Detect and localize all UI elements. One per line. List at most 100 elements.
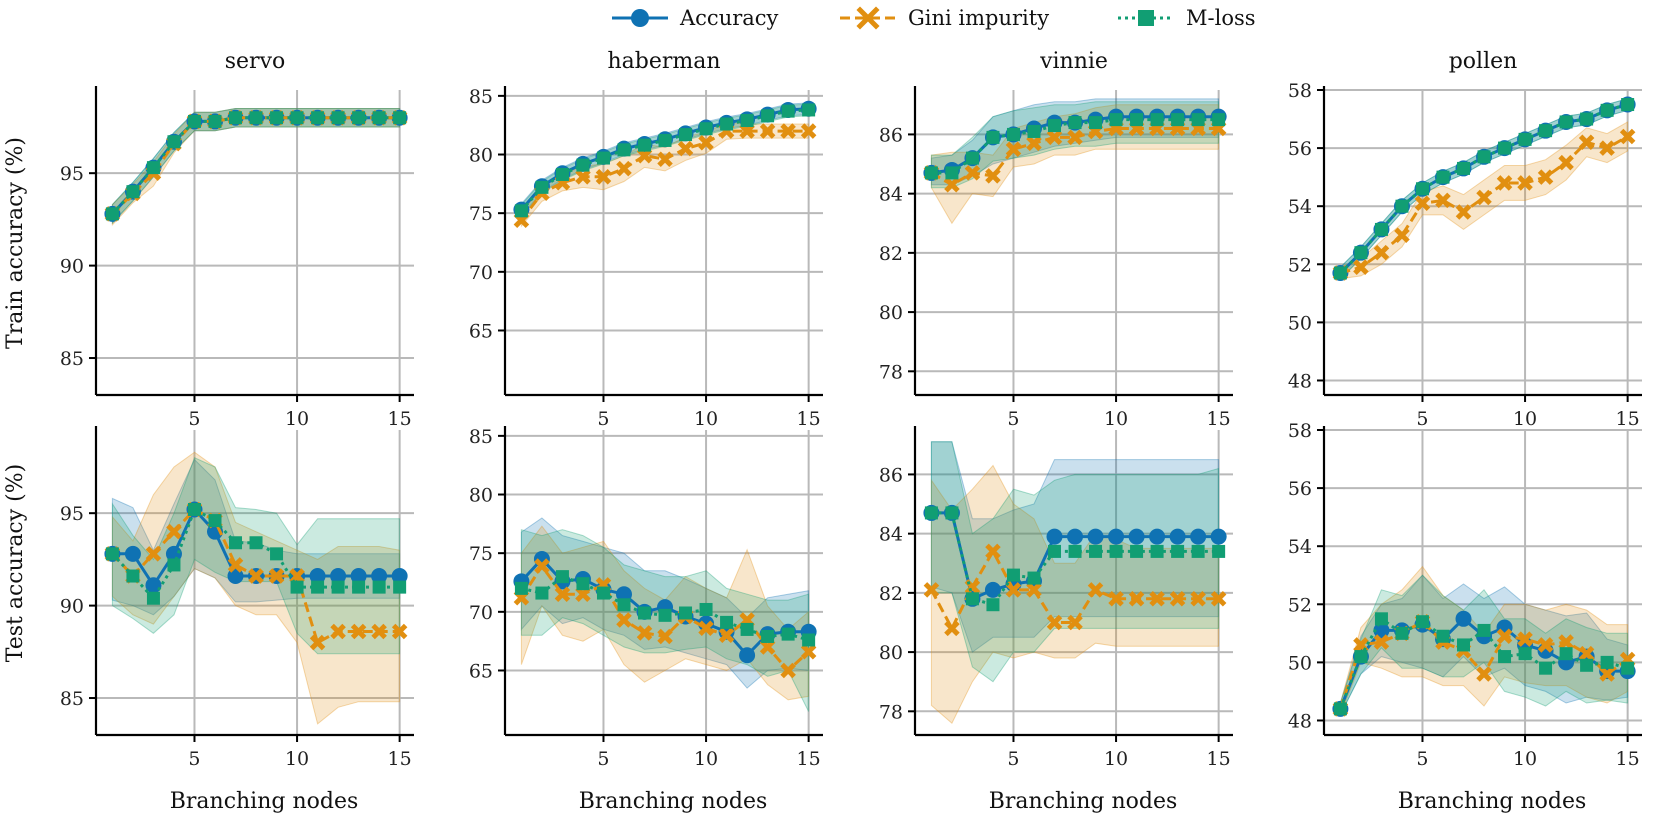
y-tick-label: 54 — [1288, 196, 1312, 218]
point-m-loss — [126, 185, 140, 199]
point-m-loss — [1150, 544, 1164, 558]
point-m-loss — [576, 158, 590, 172]
point-gini-impurity — [800, 123, 817, 139]
point-m-loss — [167, 135, 181, 149]
point-m-loss — [331, 111, 345, 125]
legend-label-gini-impurity: Gini impurity — [908, 6, 1049, 30]
point-gini-impurity — [1517, 175, 1533, 191]
point-m-loss — [802, 103, 816, 117]
point-m-loss — [1580, 658, 1594, 672]
point-m-loss — [311, 580, 325, 594]
y-tick-label: 56 — [1288, 478, 1312, 500]
point-m-loss — [1068, 544, 1082, 558]
point-m-loss — [1600, 103, 1614, 117]
point-m-loss — [393, 580, 407, 594]
point-m-loss — [596, 151, 610, 165]
point-gini-impurity — [371, 623, 387, 640]
point-m-loss — [1395, 626, 1409, 640]
x-tick-label: 10 — [285, 748, 309, 770]
point-accuracy — [1190, 528, 1207, 545]
point-accuracy — [330, 568, 347, 585]
point-m-loss — [596, 586, 610, 600]
point-gini-impurity — [657, 151, 673, 167]
y-tick-label: 65 — [469, 320, 493, 342]
point-m-loss — [1477, 623, 1491, 637]
point-m-loss — [1600, 655, 1614, 669]
point-accuracy — [1087, 528, 1104, 545]
point-gini-impurity — [698, 135, 714, 151]
point-m-loss — [576, 577, 590, 591]
panel-servo-train: 85 90 95 5 10 15 servo — [60, 49, 414, 430]
band-m-loss — [930, 101, 1220, 189]
row-label-test: Test accuracy (%) — [3, 464, 28, 662]
point-gini-impurity — [1394, 227, 1410, 244]
x-tick-label: 10 — [285, 408, 309, 430]
x-tick-label: 15 — [1616, 408, 1640, 430]
point-m-loss — [290, 580, 304, 594]
point-gini-impurity — [1046, 614, 1063, 631]
point-m-loss — [1374, 612, 1388, 626]
point-gini-impurity — [1435, 192, 1451, 209]
y-tick-label: 52 — [1288, 594, 1312, 616]
point-m-loss — [1006, 568, 1020, 582]
point-m-loss — [1539, 661, 1553, 675]
point-accuracy — [1149, 528, 1166, 545]
band-accuracy — [111, 108, 401, 225]
point-gini-impurity — [289, 568, 305, 584]
line-m-loss — [111, 116, 400, 215]
band-accuracy — [930, 98, 1220, 186]
point-accuracy — [1046, 528, 1063, 545]
x-tick-label: 5 — [597, 408, 609, 430]
point-m-loss — [249, 111, 263, 125]
point-m-loss — [679, 128, 693, 142]
y-tick-label: 58 — [1288, 80, 1312, 102]
y-tick-label: 65 — [469, 660, 493, 682]
x-tick-label: 15 — [1207, 748, 1231, 770]
y-tick-label: 86 — [879, 464, 903, 486]
point-m-loss — [638, 138, 652, 152]
point-m-loss — [1089, 116, 1103, 130]
point-m-loss — [555, 167, 569, 181]
grid — [1324, 429, 1642, 735]
point-m-loss — [105, 207, 119, 221]
point-m-loss — [1191, 544, 1205, 558]
point-gini-impurity — [698, 620, 714, 637]
point-gini-impurity — [350, 623, 367, 640]
band-m-loss — [1339, 574, 1629, 715]
x-axis-label-col-2: Branching nodes — [579, 789, 768, 814]
point-gini-impurity — [1619, 128, 1636, 145]
x-tick-label: 5 — [1416, 408, 1428, 430]
point-m-loss — [146, 161, 160, 175]
point-m-loss — [761, 109, 775, 123]
y-tick-label: 90 — [60, 596, 84, 618]
point-m-loss — [311, 111, 325, 125]
point-m-loss — [1477, 150, 1491, 164]
point-m-loss — [1171, 544, 1185, 558]
point-gini-impurity — [636, 147, 653, 164]
point-m-loss — [1130, 113, 1144, 127]
point-gini-impurity — [985, 168, 1001, 184]
point-m-loss — [514, 581, 528, 595]
x-tick-label: 10 — [1104, 408, 1128, 430]
point-m-loss — [1580, 112, 1594, 126]
point-gini-impurity — [1169, 591, 1186, 607]
point-gini-impurity — [944, 176, 960, 193]
x-tick-label: 15 — [797, 408, 821, 430]
x-axis-label-col-4: Branching nodes — [1398, 789, 1587, 814]
point-gini-impurity — [1476, 189, 1492, 206]
point-m-loss — [555, 570, 569, 584]
y-tick-label: 56 — [1288, 138, 1312, 160]
band-accuracy — [1339, 574, 1629, 715]
point-m-loss — [514, 204, 528, 218]
point-gini-impurity — [985, 543, 1001, 560]
x-tick-label: 15 — [797, 748, 821, 770]
point-m-loss — [1518, 647, 1532, 661]
point-gini-impurity — [780, 123, 796, 139]
y-tick-label: 85 — [469, 86, 493, 108]
y-tick-label: 48 — [1288, 710, 1312, 732]
point-gini-impurity — [616, 612, 632, 628]
panel-test-haberman: 65 70 75 80 85 5 10 15 — [469, 426, 823, 770]
point-gini-impurity — [1599, 140, 1615, 156]
legend: Accuracy Gini impurity M-loss — [612, 6, 1256, 30]
